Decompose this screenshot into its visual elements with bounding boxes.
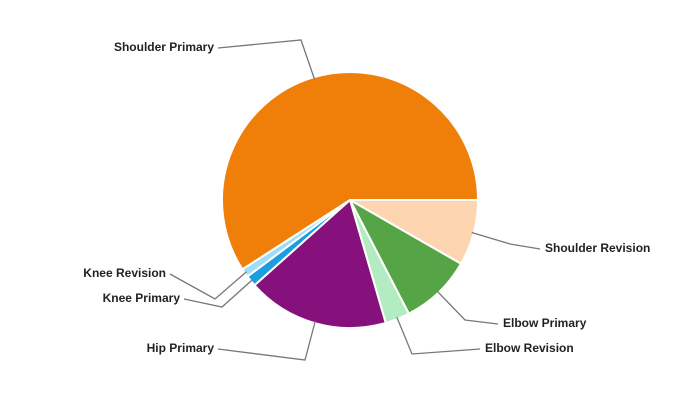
slice-label: Shoulder Primary — [114, 40, 214, 54]
leader-line — [396, 316, 481, 355]
slice-label: Hip Primary — [147, 341, 215, 355]
leader-line — [471, 231, 541, 250]
leader-line — [169, 271, 247, 300]
leader-line — [436, 290, 499, 325]
leader-line — [183, 279, 253, 308]
slice-label: Elbow Revision — [485, 341, 574, 355]
slice-label: Knee Primary — [103, 291, 181, 305]
slice-label: Shoulder Revision — [545, 241, 650, 255]
slice-label: Elbow Primary — [503, 316, 587, 330]
leader-line — [217, 320, 316, 361]
slice-label: Knee Revision — [83, 266, 166, 280]
leader-line — [217, 39, 316, 80]
